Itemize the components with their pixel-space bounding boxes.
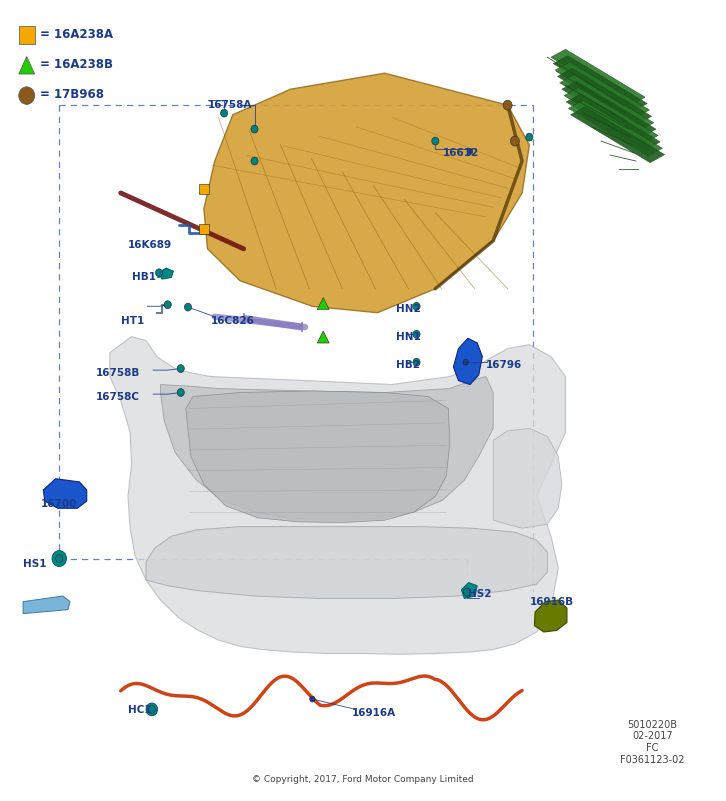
Text: 16K689: 16K689	[128, 239, 172, 250]
Polygon shape	[44, 479, 86, 509]
Text: HT1: HT1	[121, 316, 144, 326]
Circle shape	[164, 300, 171, 308]
Bar	[199, 184, 209, 194]
Polygon shape	[19, 56, 35, 74]
Circle shape	[56, 554, 63, 562]
Circle shape	[413, 330, 420, 338]
Circle shape	[251, 157, 258, 165]
Polygon shape	[558, 68, 651, 124]
Polygon shape	[568, 100, 662, 156]
Polygon shape	[571, 107, 664, 163]
Polygon shape	[564, 87, 658, 143]
Text: = 17B968: = 17B968	[41, 88, 105, 101]
Polygon shape	[566, 94, 660, 150]
Text: HB1: HB1	[131, 272, 155, 282]
Text: HB2: HB2	[396, 360, 420, 369]
Circle shape	[310, 696, 315, 702]
Bar	[199, 224, 209, 234]
Polygon shape	[160, 376, 493, 520]
Polygon shape	[555, 62, 649, 118]
Polygon shape	[493, 429, 562, 528]
Text: HN1: HN1	[396, 332, 420, 342]
Polygon shape	[560, 74, 653, 131]
Circle shape	[413, 358, 420, 366]
Circle shape	[146, 703, 158, 716]
Text: 16758A: 16758A	[208, 100, 252, 111]
Polygon shape	[551, 50, 645, 105]
Polygon shape	[158, 268, 174, 280]
Polygon shape	[461, 582, 477, 598]
Bar	[19, 26, 35, 44]
Polygon shape	[23, 596, 70, 614]
Text: 16796: 16796	[486, 360, 522, 369]
Text: HS1: HS1	[23, 559, 46, 570]
Text: HN2: HN2	[396, 304, 420, 314]
Circle shape	[184, 303, 192, 311]
Circle shape	[177, 388, 184, 396]
Circle shape	[413, 302, 420, 310]
Text: 16C826: 16C826	[211, 316, 255, 326]
Polygon shape	[534, 600, 567, 632]
Polygon shape	[204, 73, 529, 312]
Text: 16612: 16612	[443, 148, 479, 158]
Polygon shape	[317, 331, 329, 343]
Text: 5010220B
02-2017
FC
F0361123-02: 5010220B 02-2017 FC F0361123-02	[620, 720, 685, 764]
Text: 16700: 16700	[41, 499, 78, 509]
Polygon shape	[317, 297, 329, 309]
Circle shape	[52, 550, 67, 566]
Text: 16916A: 16916A	[352, 708, 396, 718]
Text: = 16A238B: = 16A238B	[41, 58, 113, 71]
Circle shape	[463, 359, 468, 365]
Circle shape	[148, 706, 155, 714]
Circle shape	[510, 136, 519, 146]
Circle shape	[221, 109, 228, 117]
Text: 16916B: 16916B	[529, 597, 574, 606]
Polygon shape	[186, 391, 450, 522]
Polygon shape	[146, 526, 547, 598]
Text: © Copyright, 2017, Ford Motor Company Limited: © Copyright, 2017, Ford Motor Company Li…	[252, 775, 474, 784]
Circle shape	[464, 588, 470, 596]
Text: = 16A238A: = 16A238A	[41, 27, 113, 41]
Text: HC1: HC1	[128, 705, 152, 715]
Polygon shape	[553, 55, 647, 111]
Circle shape	[251, 125, 258, 133]
Circle shape	[503, 100, 512, 110]
Text: 16758C: 16758C	[95, 392, 139, 401]
Text: HS2: HS2	[468, 589, 492, 598]
Circle shape	[432, 137, 439, 145]
Circle shape	[177, 364, 184, 372]
Text: 16758B: 16758B	[95, 368, 140, 377]
Circle shape	[155, 269, 163, 276]
Polygon shape	[110, 336, 566, 654]
Circle shape	[468, 148, 473, 155]
Circle shape	[526, 133, 533, 141]
Polygon shape	[562, 81, 656, 137]
Polygon shape	[454, 338, 482, 384]
Circle shape	[19, 87, 35, 104]
